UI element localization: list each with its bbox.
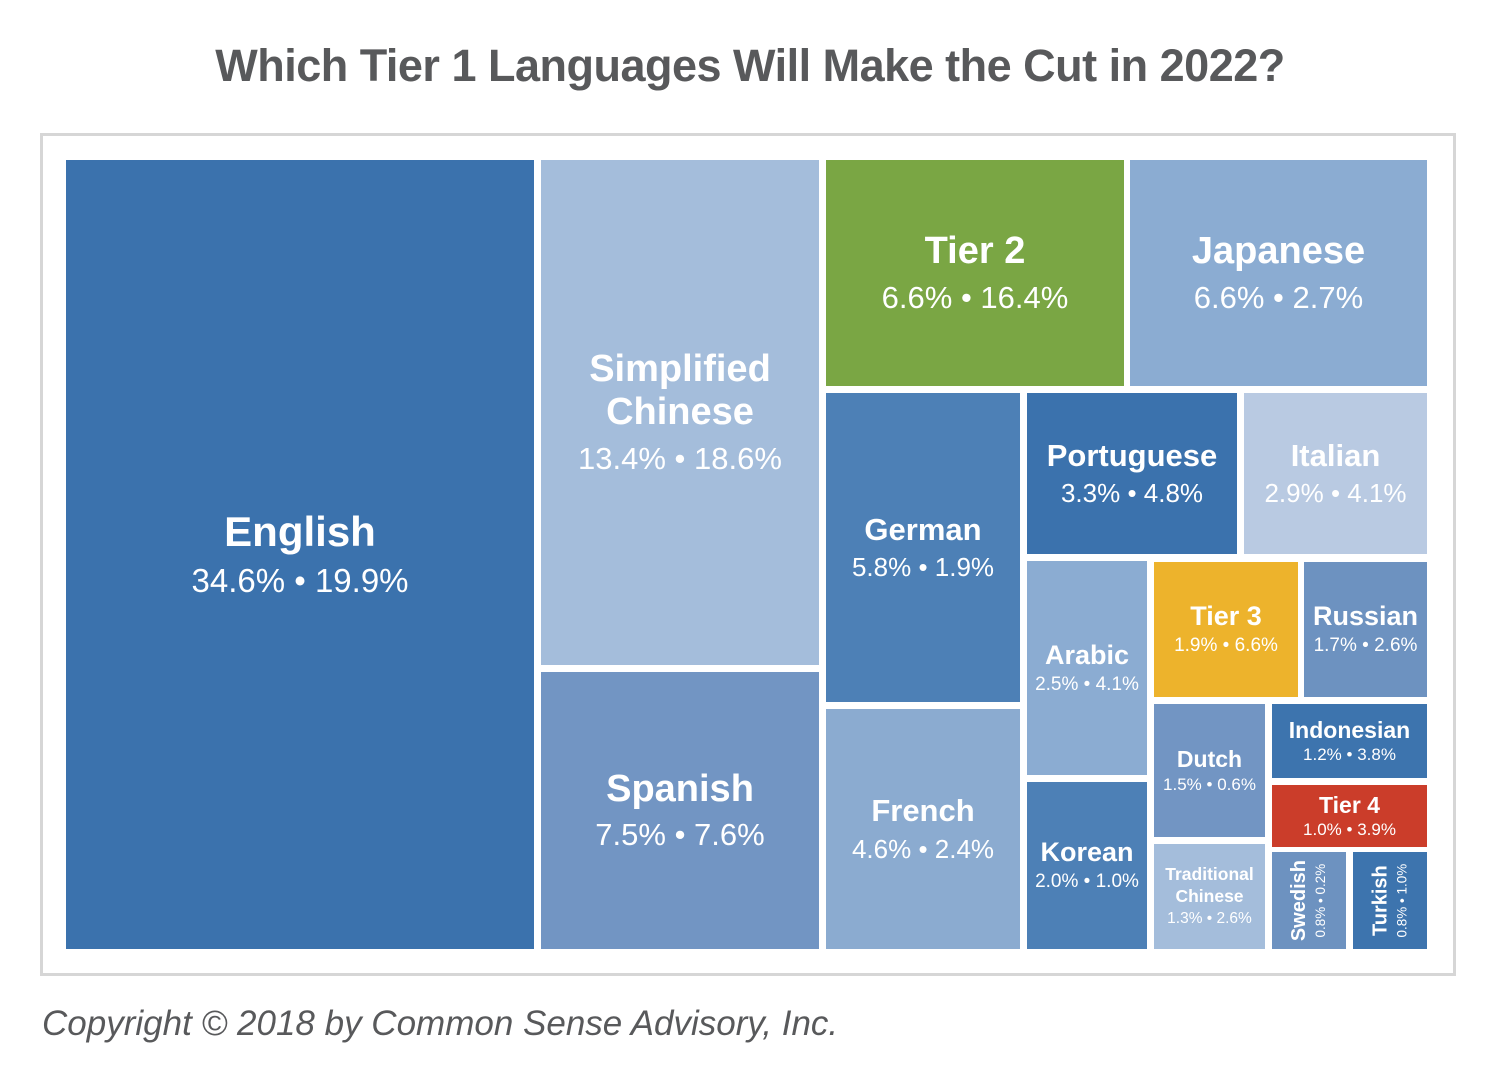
treemap-tile-traditional-chinese: Traditional Chinese 1.3% • 2.6%: [1154, 844, 1265, 949]
treemap-tile-swedish: Swedish 0.8% • 0.2%: [1272, 852, 1346, 949]
tile-label-japanese: Japanese: [1191, 230, 1366, 273]
tile-label-korean: Korean: [1040, 837, 1134, 868]
treemap-frame: English 34.6% • 19.9% Simplified Chinese 13…: [40, 133, 1456, 976]
tile-label-turkish: Turkish: [1369, 865, 1392, 936]
treemap-tile-tier-3: Tier 3 1.9% • 6.6%: [1154, 562, 1298, 697]
treemap-tile-russian: Russian 1.7% • 2.6%: [1304, 562, 1427, 697]
tile-label-german: German: [864, 511, 982, 547]
tile-values-arabic: 2.5% • 4.1%: [1035, 673, 1139, 695]
treemap-tile-tier-2: Tier 2 6.6% • 16.4%: [826, 160, 1124, 386]
tile-values-dutch: 1.5% • 0.6%: [1163, 774, 1256, 794]
tile-label-indonesian: Indonesian: [1288, 716, 1411, 743]
tile-values-korean: 2.0% • 1.0%: [1035, 871, 1139, 893]
tile-label-spanish: Spanish: [606, 767, 754, 810]
treemap-tile-italian: Italian 2.9% • 4.1%: [1244, 393, 1427, 554]
tile-values-japanese: 6.6% • 2.7%: [1193, 279, 1364, 315]
tile-values-swedish: 0.8% • 0.2%: [1313, 863, 1329, 938]
tile-label-russian: Russian: [1312, 601, 1419, 632]
treemap-tile-arabic: Arabic 2.5% • 4.1%: [1027, 561, 1147, 775]
treemap-tile-french: French 4.6% • 2.4%: [826, 709, 1020, 949]
tile-label-tier-4: Tier 4: [1319, 791, 1380, 818]
tile-label-traditional-chinese: Traditional Chinese: [1165, 864, 1254, 907]
tile-label-tier-2: Tier 2: [924, 230, 1026, 273]
treemap-tile-tier-4: Tier 4 1.0% • 3.9%: [1272, 785, 1427, 847]
tile-values-simplified-chinese: 13.4% • 18.6%: [578, 441, 782, 477]
tile-values-french: 4.6% • 2.4%: [851, 833, 995, 864]
tile-values-traditional-chinese: 1.3% • 2.6%: [1167, 910, 1252, 928]
tile-label-french: French: [871, 793, 975, 829]
tile-label-arabic: Arabic: [1044, 639, 1130, 670]
chart-title: Which Tier 1 Languages Will Make the Cut…: [215, 40, 1285, 91]
tile-values-turkish: 0.8% • 1.0%: [1394, 863, 1410, 938]
treemap-tile-simplified-chinese: Simplified Chinese 13.4% • 18.6%: [541, 160, 819, 665]
treemap: English 34.6% • 19.9% Simplified Chinese 13…: [43, 136, 1453, 973]
tile-label-italian: Italian: [1290, 437, 1381, 473]
treemap-tile-spanish: Spanish 7.5% • 7.6%: [541, 672, 819, 949]
treemap-tile-english: English 34.6% • 19.9%: [66, 160, 534, 949]
tile-values-tier-4: 1.0% • 3.9%: [1303, 820, 1396, 840]
tile-label-tier-3: Tier 3: [1190, 601, 1262, 632]
tile-label-simplified-chinese: Simplified Chinese: [589, 347, 771, 434]
treemap-tile-korean: Korean 2.0% • 1.0%: [1027, 782, 1147, 949]
tile-values-tier-2: 6.6% • 16.4%: [881, 279, 1069, 315]
tile-label-dutch: Dutch: [1176, 746, 1243, 773]
tile-label-portuguese: Portuguese: [1046, 437, 1218, 473]
treemap-tile-portuguese: Portuguese 3.3% • 4.8%: [1027, 393, 1237, 554]
tile-values-tier-3: 1.9% • 6.6%: [1174, 635, 1278, 657]
treemap-tile-turkish: Turkish 0.8% • 1.0%: [1353, 852, 1427, 949]
treemap-tile-japanese: Japanese 6.6% • 2.7%: [1130, 160, 1427, 386]
tile-values-russian: 1.7% • 2.6%: [1313, 635, 1418, 657]
treemap-tile-german: German 5.8% • 1.9%: [826, 393, 1020, 702]
copyright-text: Copyright © 2018 by Common Sense Advisor…: [42, 1004, 839, 1043]
treemap-tile-indonesian: Indonesian 1.2% • 3.8%: [1272, 704, 1427, 778]
tile-values-italian: 2.9% • 4.1%: [1264, 478, 1407, 509]
tile-values-german: 5.8% • 1.9%: [851, 552, 995, 583]
tile-label-swedish: Swedish: [1288, 859, 1311, 942]
tile-values-english: 34.6% • 19.9%: [191, 562, 409, 600]
tile-label-english: English: [224, 508, 376, 556]
tile-values-portuguese: 3.3% • 4.8%: [1060, 478, 1204, 509]
tile-values-indonesian: 1.2% • 3.8%: [1303, 745, 1396, 765]
treemap-tile-dutch: Dutch 1.5% • 0.6%: [1154, 704, 1265, 837]
tile-values-spanish: 7.5% • 7.6%: [595, 817, 765, 853]
